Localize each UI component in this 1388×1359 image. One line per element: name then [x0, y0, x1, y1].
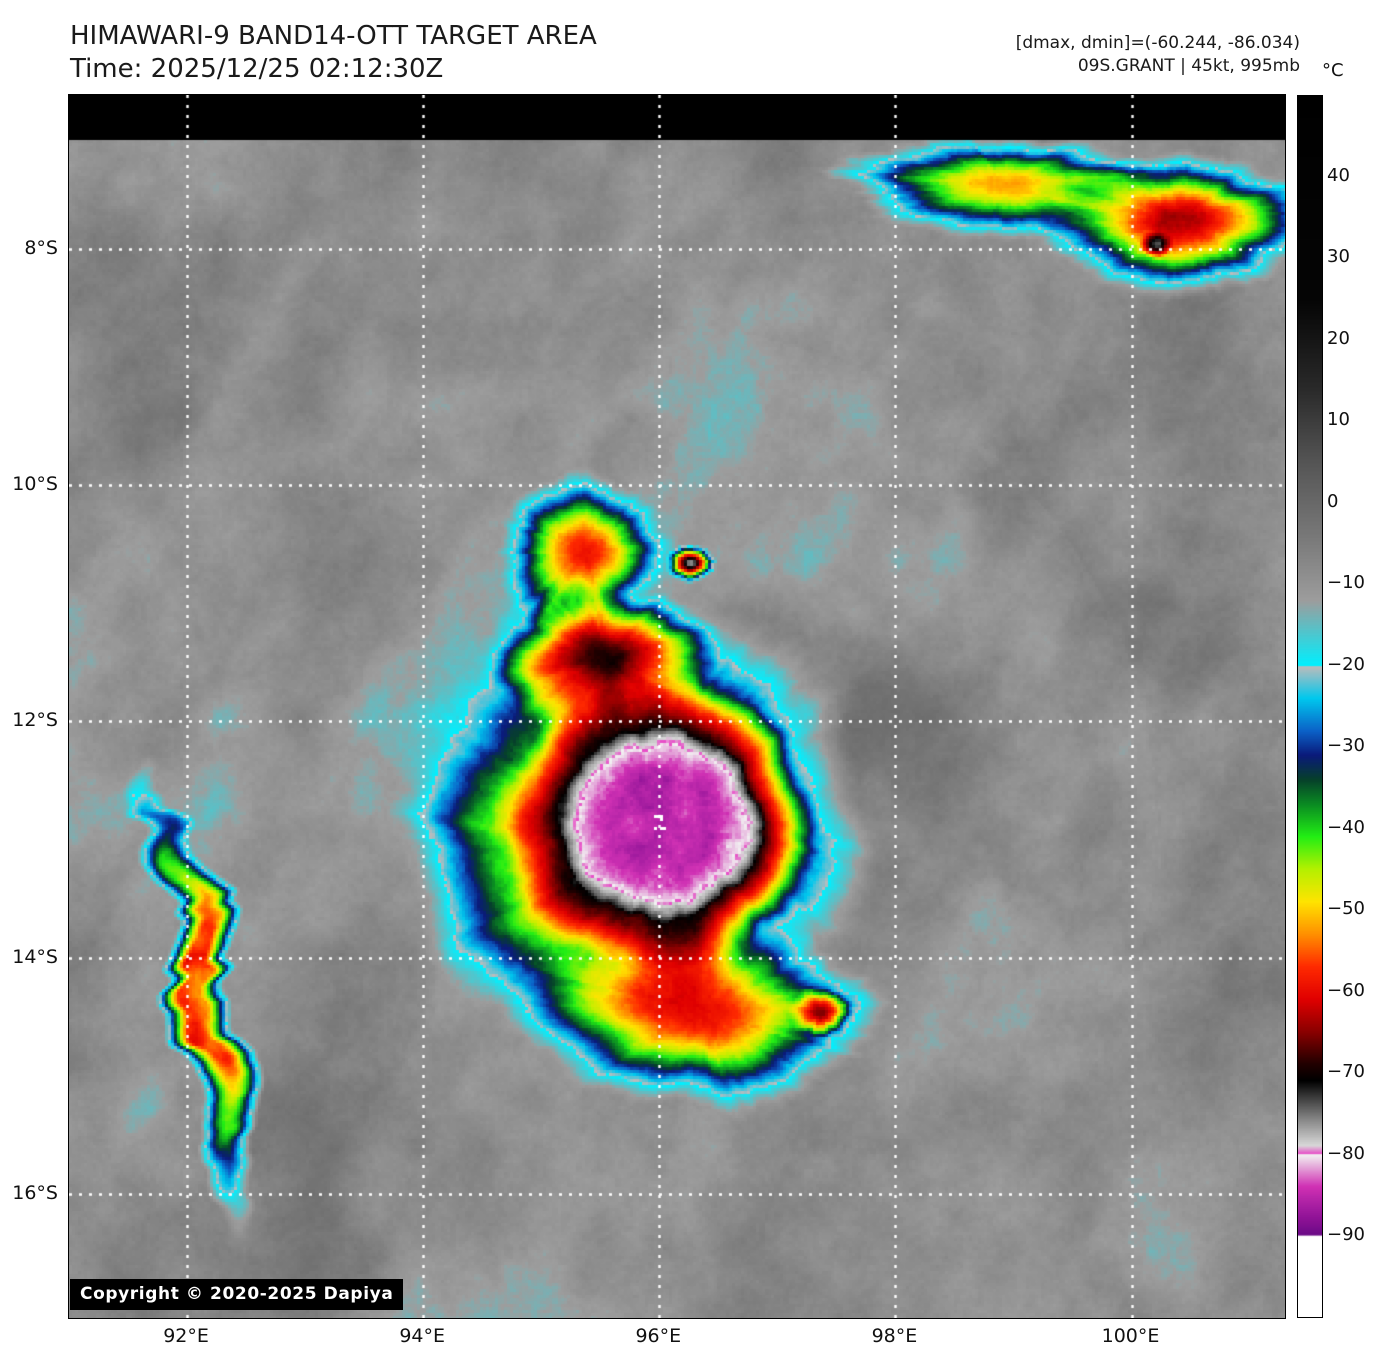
lat-tick-2: 12°S — [12, 709, 58, 732]
colorbar-tick-6: −20 — [1327, 653, 1365, 675]
title-block: HIMAWARI-9 BAND14-OTT TARGET AREA Time: … — [70, 20, 770, 86]
timestamp-label: Time: 2025/12/25 02:12:30Z — [70, 54, 444, 84]
lat-tick-1: 10°S — [12, 472, 58, 495]
colorbar-tick-3: 10 — [1327, 409, 1350, 431]
colorbar-tick-12: −80 — [1327, 1142, 1365, 1164]
lat-tick-0: 8°S — [24, 236, 58, 259]
temperature-colorbar — [1297, 95, 1323, 1318]
metadata-block: [dmax, dmin]=(-60.244, -86.034) 09S.GRAN… — [1016, 32, 1300, 78]
colorbar-tick-0: 40 — [1327, 164, 1350, 186]
colorbar-tick-9: −50 — [1327, 898, 1365, 920]
storm-info-label: 09S.GRANT | 45kt, 995mb — [1077, 56, 1300, 76]
infrared-imagery-canvas — [69, 95, 1285, 1318]
lon-tick-0: 92°E — [163, 1325, 209, 1347]
satellite-map[interactable] — [68, 94, 1286, 1319]
colorbar-tick-10: −60 — [1327, 979, 1365, 1001]
colorbar-tick-1: 30 — [1327, 246, 1350, 268]
colorbar-gradient — [1298, 96, 1322, 1317]
lon-tick-4: 100°E — [1101, 1325, 1160, 1347]
colorbar-tick-8: −40 — [1327, 816, 1365, 838]
copyright-watermark: Copyright © 2020-2025 Dapiya — [70, 1279, 404, 1310]
colorbar-tick-11: −70 — [1327, 1061, 1365, 1083]
lat-tick-4: 16°S — [12, 1181, 58, 1204]
lon-tick-2: 96°E — [635, 1325, 682, 1347]
lon-tick-3: 98°E — [871, 1325, 918, 1347]
dmax-dmin-label: [dmax, dmin]=(-60.244, -86.034) — [1015, 33, 1300, 53]
colorbar-tick-5: −10 — [1327, 572, 1365, 594]
lon-tick-1: 94°E — [399, 1325, 446, 1347]
colorbar-tick-2: 20 — [1327, 327, 1350, 349]
colorbar-tick-7: −30 — [1327, 735, 1365, 757]
lat-tick-3: 14°S — [12, 945, 58, 968]
colorbar-tick-13: −90 — [1327, 1224, 1365, 1246]
colorbar-unit-label: °C — [1322, 60, 1344, 81]
colorbar-tick-4: 0 — [1327, 490, 1339, 512]
page-title: HIMAWARI-9 BAND14-OTT TARGET AREA — [70, 21, 597, 51]
